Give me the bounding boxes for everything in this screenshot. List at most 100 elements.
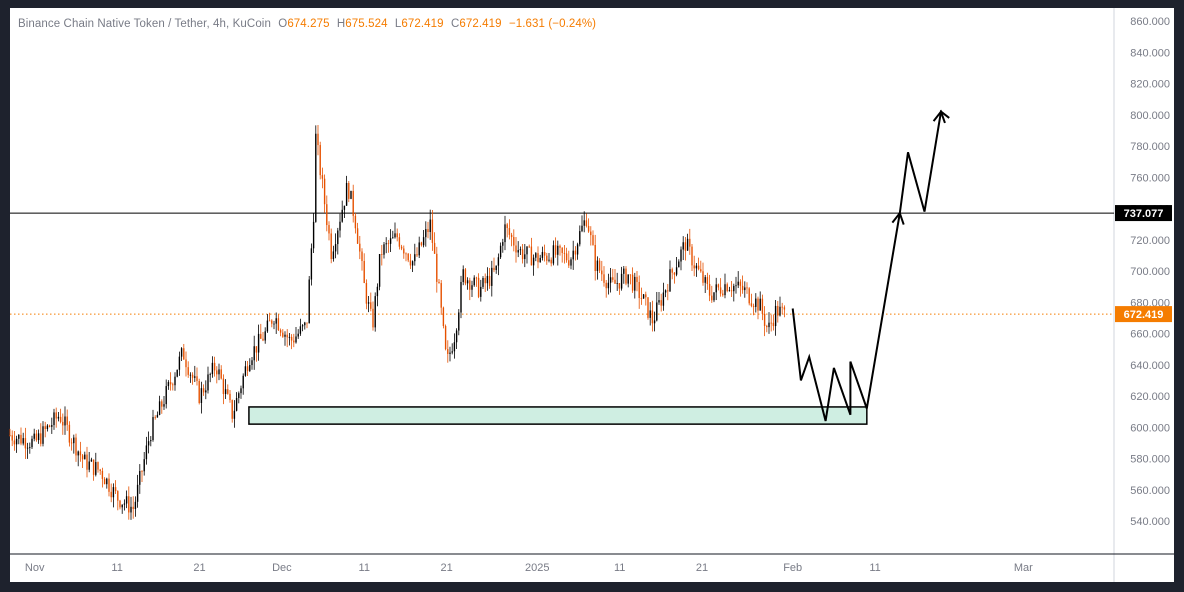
candle-body	[389, 238, 392, 244]
candle-body	[97, 462, 99, 470]
candle-body	[128, 496, 130, 513]
candle-body	[24, 438, 27, 449]
candle-body	[444, 326, 447, 350]
candle-body	[704, 277, 706, 283]
candle-body	[546, 255, 548, 261]
x-tick-label: 11	[614, 562, 625, 574]
candle-body	[264, 331, 266, 341]
candle-body	[117, 491, 119, 501]
candle-body	[407, 253, 409, 261]
candle-body	[684, 242, 687, 251]
candle-body	[79, 451, 82, 456]
candle-body	[35, 433, 38, 441]
candle-body	[238, 393, 240, 399]
candle-body	[339, 221, 341, 231]
candle-body	[755, 298, 757, 307]
candle-body	[286, 334, 288, 338]
candle-body	[235, 398, 238, 411]
candle-body	[662, 292, 665, 306]
candle-body	[667, 290, 669, 292]
candle-body	[548, 259, 550, 261]
candle-body	[735, 285, 737, 287]
candle-body	[403, 248, 405, 254]
candle-body	[354, 215, 357, 229]
candle-body	[695, 265, 698, 269]
candle-body	[306, 322, 308, 324]
candle-body	[658, 300, 660, 303]
candle-body	[519, 249, 522, 251]
candle-body	[319, 145, 321, 176]
candle-body	[86, 454, 88, 470]
candle-body	[275, 318, 277, 324]
candle-body	[218, 369, 220, 375]
candle-body	[51, 425, 53, 427]
candle-body	[596, 260, 599, 271]
candle-body	[420, 242, 423, 246]
candle-body	[53, 412, 55, 426]
legend-open: 674.275	[287, 18, 330, 30]
candle-body	[119, 500, 121, 508]
candle-body	[460, 281, 462, 313]
candle-body	[77, 451, 79, 456]
candle-body	[73, 437, 75, 444]
legend-high: 675.524	[345, 18, 388, 30]
candle-body	[312, 221, 315, 249]
legend-symbol: Binance Chain Native Token / Tether, 4h,…	[18, 18, 271, 30]
candle-body	[139, 471, 141, 485]
chart-area[interactable]	[10, 8, 1174, 582]
candle-body	[697, 265, 700, 270]
candle-body	[229, 393, 231, 401]
candle-body	[84, 454, 86, 460]
candle-body	[152, 417, 154, 441]
candle-body	[29, 447, 31, 448]
y-tick-label: 860.000	[1130, 16, 1170, 28]
candle-body	[576, 244, 579, 255]
candle-body	[768, 322, 770, 328]
candle-body	[9, 435, 11, 436]
candle-body	[480, 286, 482, 297]
candle-body	[495, 265, 497, 271]
candle-body	[301, 325, 304, 327]
candle-body	[103, 478, 106, 485]
candle-body	[75, 437, 77, 456]
candle-body	[717, 284, 720, 288]
candle-body	[645, 294, 647, 298]
candle-body	[130, 506, 132, 513]
candle-body	[356, 228, 359, 244]
candle-body	[185, 359, 187, 368]
candle-body	[249, 364, 251, 371]
candle-body	[469, 280, 471, 290]
candle-body	[757, 298, 759, 311]
candle-body	[601, 270, 603, 275]
y-tick-label: 760.000	[1130, 172, 1170, 184]
candle-body	[40, 433, 42, 444]
candle-body	[631, 274, 634, 291]
candle-body	[326, 204, 328, 226]
candle-body	[363, 260, 365, 283]
candle-body	[108, 478, 110, 492]
candle-body	[198, 381, 200, 403]
candle-body	[114, 487, 117, 492]
candle-body	[642, 294, 645, 299]
candle-body	[405, 253, 407, 255]
candle-body	[682, 242, 684, 250]
candle-body	[702, 271, 704, 283]
chart-legend: Binance Chain Native Token / Tether, 4h,…	[18, 18, 596, 30]
candle-body	[220, 369, 222, 379]
candle-body	[726, 284, 728, 292]
candle-body	[603, 274, 605, 283]
candle-body	[605, 282, 607, 289]
candle-body	[90, 459, 93, 462]
candle-body	[618, 283, 621, 289]
candle-body	[396, 233, 398, 238]
candle-body	[178, 356, 181, 370]
projection-path	[791, 109, 950, 422]
candle-body	[607, 282, 610, 289]
candle-body	[273, 323, 275, 325]
candle-body	[691, 246, 693, 266]
candle-body	[365, 282, 368, 304]
candle-body	[251, 360, 253, 365]
candle-body	[158, 401, 161, 415]
